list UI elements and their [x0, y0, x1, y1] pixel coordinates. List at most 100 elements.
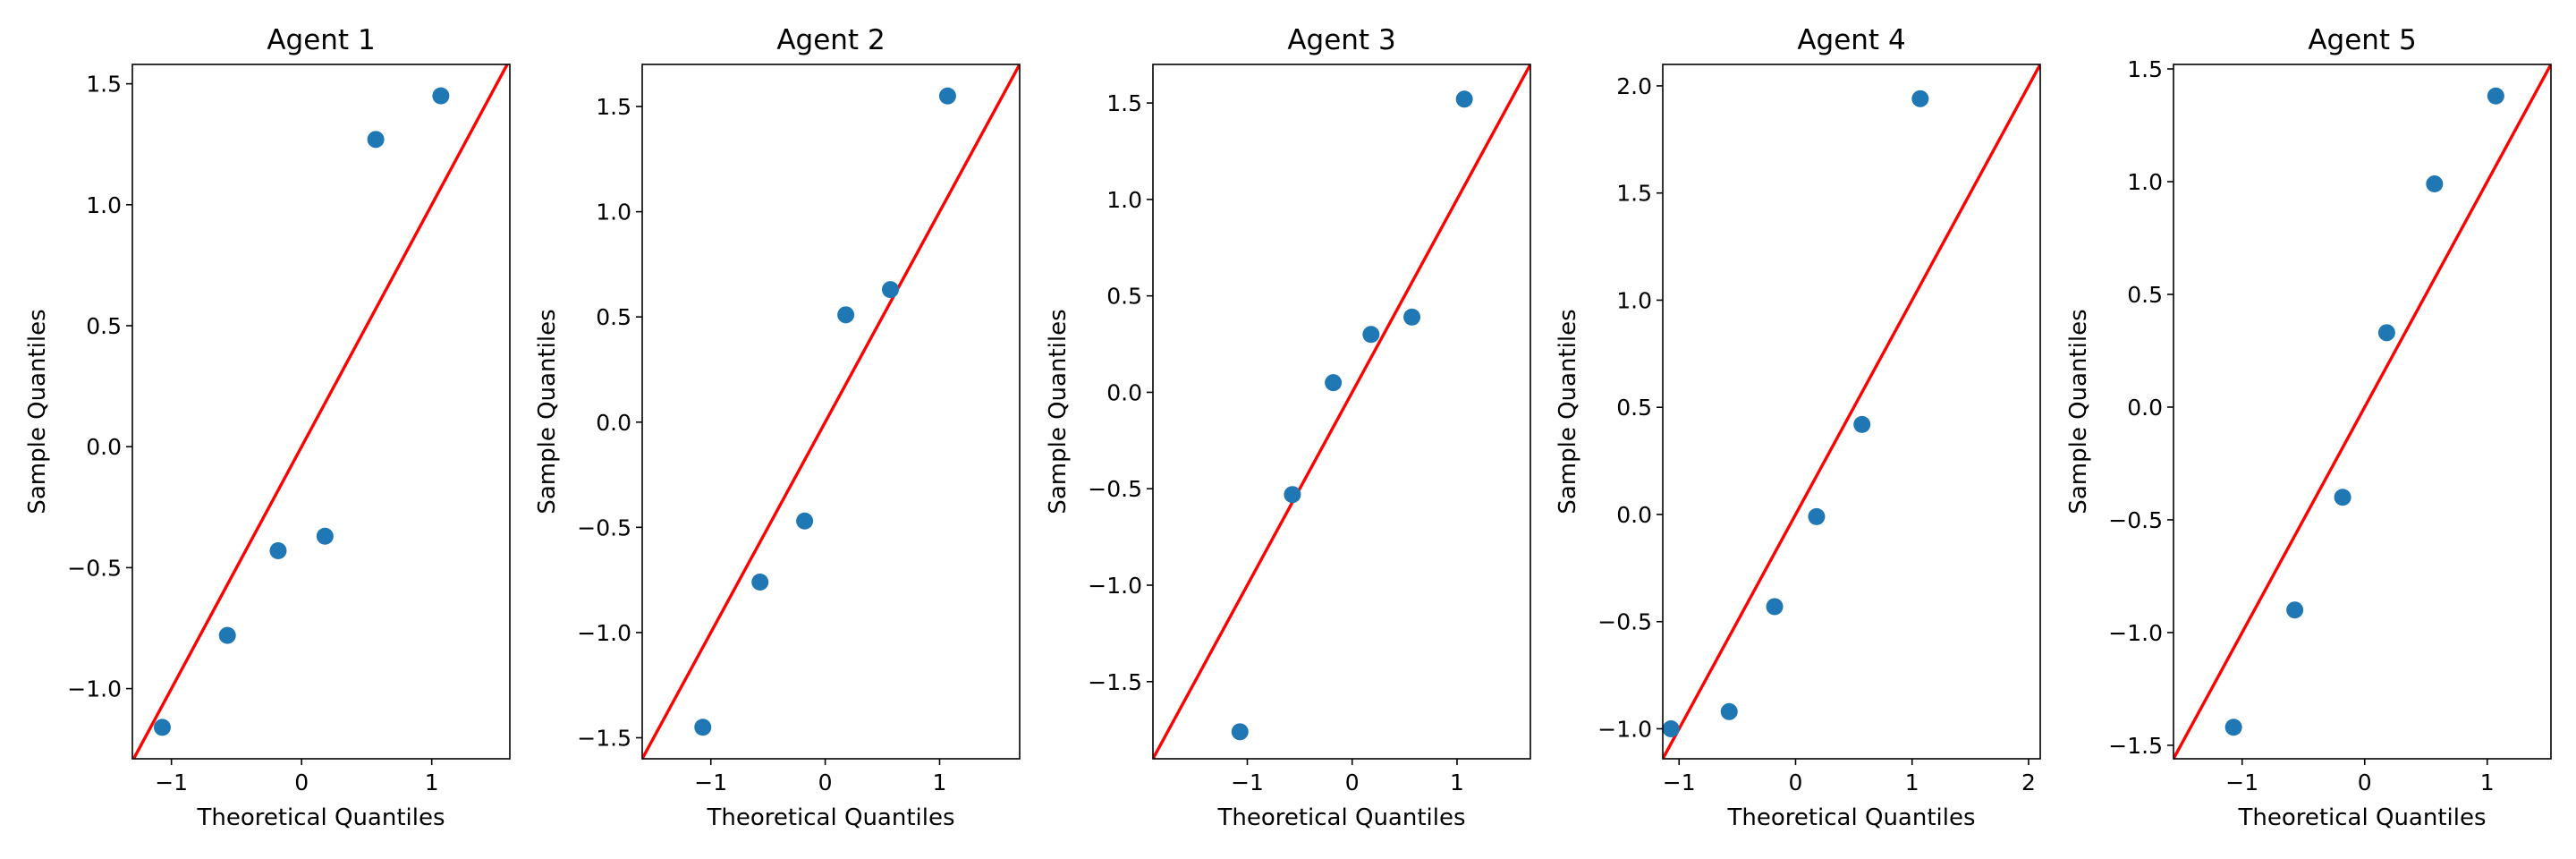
reference-line — [1663, 64, 2040, 759]
y-tick-label: 0.5 — [1616, 395, 1652, 421]
data-point — [1808, 507, 1826, 525]
y-tick-label: −0.5 — [577, 515, 631, 540]
data-point — [367, 131, 385, 149]
data-point — [1766, 598, 1784, 616]
data-point — [1911, 89, 1929, 107]
y-tick-label: 0.5 — [86, 313, 122, 339]
x-axis-label: Theoretical Quantiles — [1216, 804, 1465, 831]
data-point — [1662, 719, 1680, 737]
data-point — [2426, 175, 2444, 193]
x-tick-label: −1 — [1663, 770, 1696, 795]
y-tick-label: −1.0 — [577, 620, 631, 646]
y-tick-label: 0.5 — [1106, 284, 1142, 310]
y-axis-label: Sample Quantiles — [1555, 309, 1581, 514]
panel-title: Agent 3 — [1287, 24, 1395, 56]
x-tick-label: −1 — [2225, 770, 2258, 795]
x-tick-label: 1 — [425, 770, 439, 795]
x-tick-label: 1 — [933, 770, 947, 795]
y-tick-label: 1.0 — [2127, 169, 2163, 195]
x-tick-label: 0 — [1789, 770, 1803, 795]
y-tick-label: 2.0 — [1616, 73, 1652, 99]
data-point — [1403, 308, 1421, 326]
y-tick-label: −1.5 — [2108, 733, 2163, 759]
data-point — [2224, 719, 2242, 736]
y-tick-label: 1.5 — [2127, 56, 2163, 82]
x-axis-label: Theoretical Quantiles — [706, 804, 954, 831]
panel-title: Agent 4 — [1797, 24, 1905, 56]
data-point — [694, 719, 712, 736]
y-tick-label: 1.5 — [1616, 181, 1652, 207]
axes-frame — [2173, 64, 2552, 760]
y-tick-label: 1.5 — [596, 94, 631, 120]
data-point — [1325, 374, 1343, 392]
y-tick-label: 0.0 — [1616, 502, 1652, 528]
y-tick-label: 0.0 — [596, 410, 631, 436]
x-tick-label: 2 — [2021, 770, 2036, 795]
data-point — [2487, 87, 2504, 105]
panel-1: −1 0 1 −1.0 −0.5 0.0 0.5 1.0 1.5 Agent 1 Theoretic… — [24, 24, 511, 831]
y-tick-label: 1.0 — [1106, 187, 1142, 213]
y-tick-label: 1.0 — [86, 192, 122, 218]
x-tick-label: 1 — [1450, 770, 1464, 795]
y-axis-label: Sample Quantiles — [24, 309, 51, 514]
y-axis-label: Sample Quantiles — [2065, 309, 2092, 514]
y-axis-label: Sample Quantiles — [534, 309, 561, 514]
y-tick-label: 0.0 — [86, 434, 122, 460]
panel-3: −1 0 1 −1.5 −1.0 −0.5 0.0 0.5 1.0 1.5 Agent 3 Theor… — [1045, 24, 1531, 831]
axes-frame — [1662, 64, 2041, 760]
x-tick-label: 0 — [2358, 770, 2372, 795]
y-tick-label: −0.5 — [1597, 609, 1652, 635]
x-tick-label: 0 — [818, 770, 833, 795]
data-point — [316, 527, 334, 545]
panel-4: −1 0 1 2 −1.0 −0.5 0.0 0.5 1.0 1.5 2.0 Agent 4 Theor… — [1555, 24, 2041, 831]
x-tick-label: −1 — [155, 770, 188, 795]
x-tick-label: 1 — [1905, 770, 1919, 795]
y-tick-label: −1.0 — [67, 676, 122, 702]
y-tick-label: −1.0 — [1597, 716, 1652, 742]
y-tick-label: −1.0 — [2108, 620, 2163, 646]
panel-title: Agent 5 — [2308, 24, 2416, 56]
y-tick-label: −1.0 — [1088, 573, 1142, 599]
data-point — [1455, 90, 1473, 108]
axes-frame — [1152, 64, 1531, 760]
x-tick-label: 0 — [294, 770, 309, 795]
panel-title: Agent 1 — [267, 24, 375, 56]
data-point — [837, 306, 855, 324]
reference-line — [642, 64, 1020, 759]
y-tick-label: 1.0 — [1616, 287, 1652, 313]
data-point — [1231, 723, 1249, 741]
x-tick-label: 1 — [2480, 770, 2495, 795]
data-point — [751, 573, 769, 591]
data-point — [432, 87, 450, 105]
data-point — [1720, 702, 1738, 720]
data-point — [269, 541, 287, 559]
data-point — [1362, 326, 1380, 344]
x-axis-label: Theoretical Quantiles — [196, 804, 445, 831]
y-tick-label: 1.5 — [86, 72, 122, 98]
reference-line — [132, 64, 510, 759]
y-tick-label: 0.0 — [2127, 395, 2163, 421]
data-point — [218, 626, 236, 644]
data-point — [2286, 601, 2304, 619]
data-point — [938, 87, 956, 105]
panel-title: Agent 2 — [776, 24, 885, 56]
data-point — [153, 719, 171, 736]
axes-frame — [131, 64, 511, 760]
data-point — [2334, 489, 2351, 506]
x-tick-label: −1 — [1231, 770, 1264, 795]
data-point — [796, 512, 814, 530]
y-axis-label: Sample Quantiles — [1045, 309, 1072, 514]
y-tick-label: −1.5 — [1088, 669, 1142, 695]
y-tick-label: 1.0 — [596, 200, 631, 225]
data-point — [1853, 415, 1871, 433]
axes-frame — [641, 64, 1021, 760]
data-point — [881, 281, 899, 299]
reference-line — [1153, 64, 1530, 759]
data-point — [1284, 486, 1301, 504]
x-axis-label: Theoretical Quantiles — [2237, 804, 2486, 831]
y-tick-label: 0.0 — [1106, 379, 1142, 405]
x-tick-label: −1 — [694, 770, 727, 795]
y-tick-label: −0.5 — [67, 555, 122, 581]
y-tick-label: 1.5 — [1106, 90, 1142, 116]
